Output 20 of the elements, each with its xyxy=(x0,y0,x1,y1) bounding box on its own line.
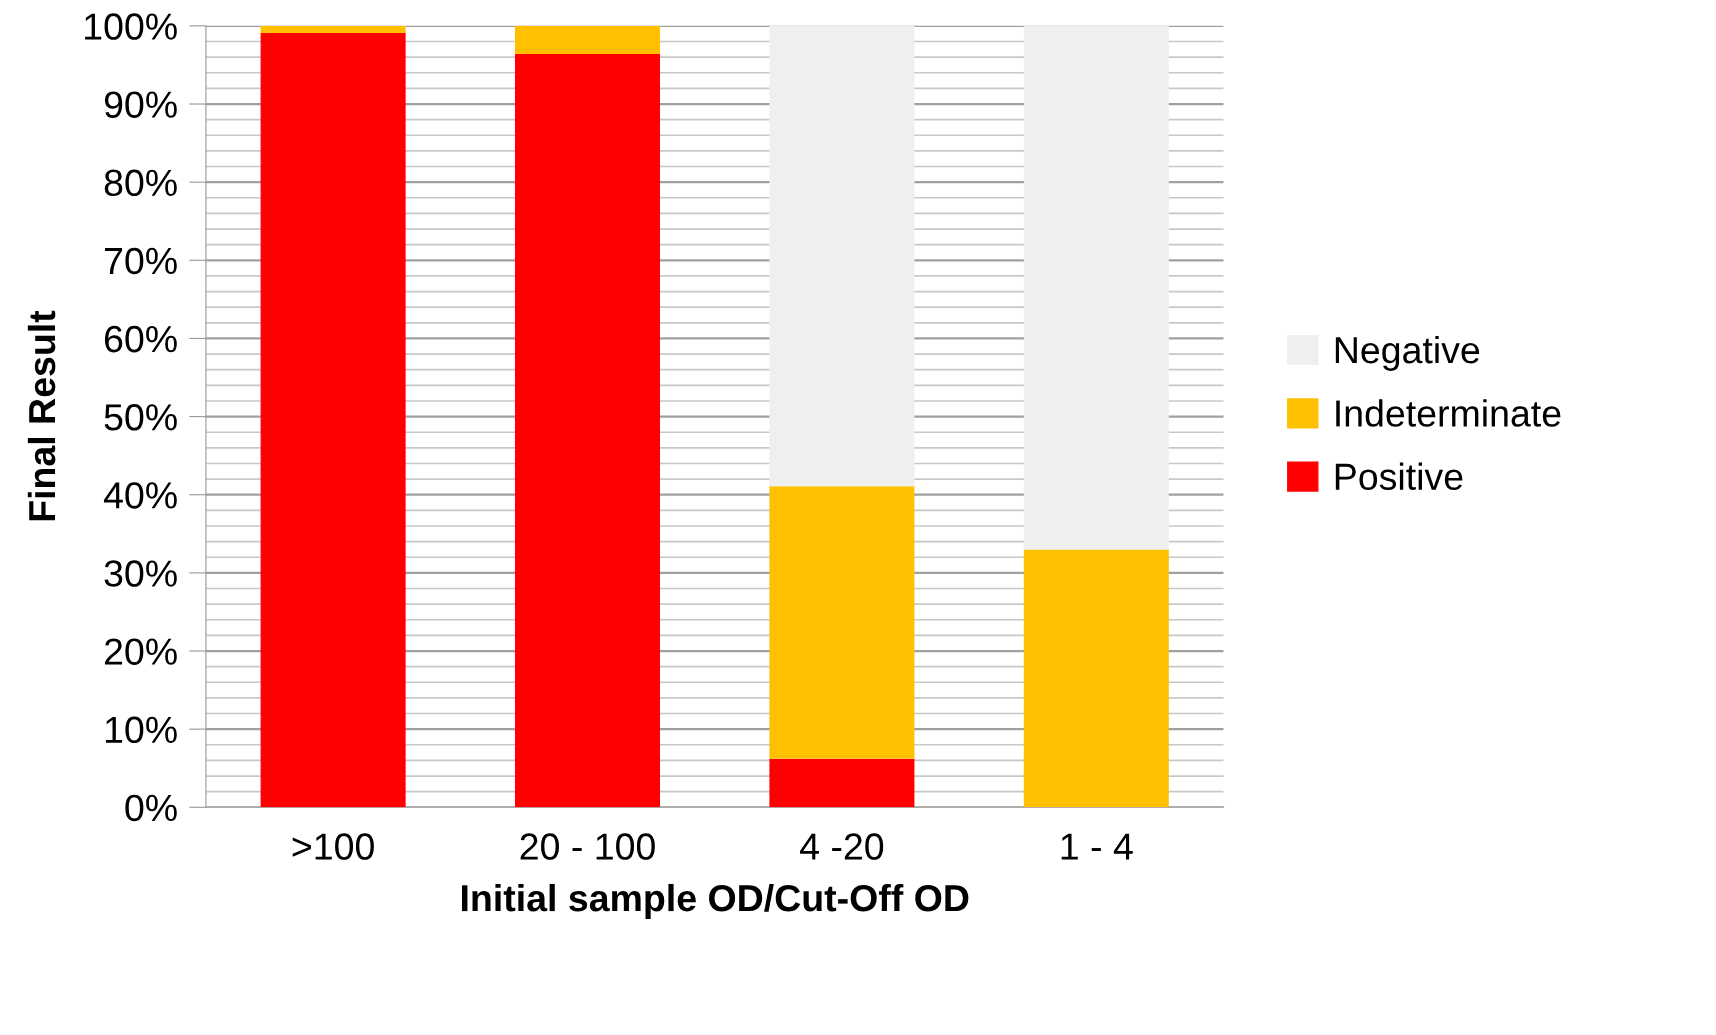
y-tick-label: 30% xyxy=(104,560,177,587)
legend-label: Indeterminate xyxy=(1336,399,1561,427)
y-tick-label: 60% xyxy=(104,325,177,353)
x-axis-title: Initial sample OD/Cut-Off OD xyxy=(462,883,969,919)
y-tick-label: 50% xyxy=(104,403,177,431)
y-tick-label: 0% xyxy=(125,794,177,822)
x-tick-label: 4 -20 xyxy=(800,833,884,860)
y-tick-label: 90% xyxy=(104,91,177,118)
x-tick-label: 20 - 100 xyxy=(520,833,655,860)
x-tick-label: >100 xyxy=(292,833,374,860)
y-tick-label: 80% xyxy=(104,169,177,197)
y-tick-label: 20% xyxy=(104,638,177,665)
legend-label: Positive xyxy=(1335,462,1463,491)
x-tick-label: 1 - 4 xyxy=(1061,833,1133,860)
y-tick-label: 100% xyxy=(85,13,177,40)
y-tick-label: 10% xyxy=(105,716,177,744)
y-axis-title: Final Result xyxy=(27,310,56,521)
y-tick-label: 70% xyxy=(105,247,177,275)
y-tick-label: 40% xyxy=(103,482,177,509)
legend-label: Negative xyxy=(1335,335,1480,371)
